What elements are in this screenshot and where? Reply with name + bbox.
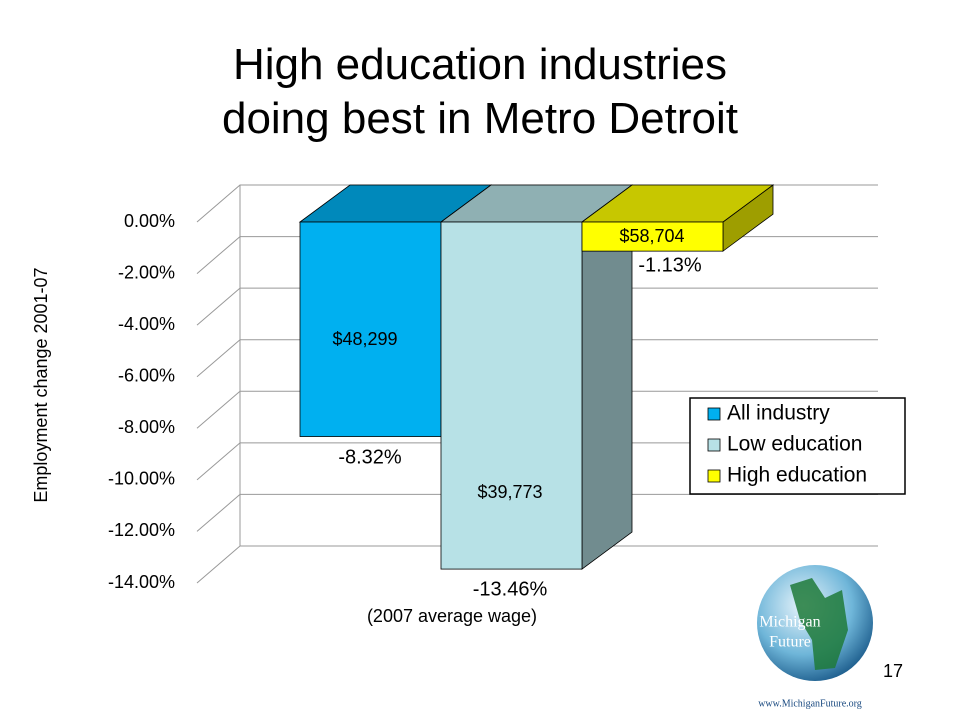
bar <box>581 221 724 252</box>
grid-line <box>196 339 878 378</box>
y-tick-label: 0.00% <box>124 211 175 231</box>
legend-swatch <box>707 438 721 452</box>
grid-line <box>196 493 878 532</box>
logo: Michigan Future www.MichiganFuture.org <box>757 565 873 709</box>
y-tick-label: -12.00% <box>108 520 175 540</box>
y-tick-label: -14.00% <box>108 572 175 592</box>
y-tick-label: -2.00% <box>118 262 175 282</box>
y-tick-label: -6.00% <box>118 365 175 385</box>
value-label: -8.32% <box>338 446 402 468</box>
logo-text: Future <box>769 634 811 651</box>
wage-label: $48,299 <box>332 329 397 349</box>
wage-label: $39,773 <box>477 482 542 502</box>
grid-line <box>196 287 878 326</box>
legend: All industry Low education High education <box>689 397 906 495</box>
logo-map <box>790 578 848 670</box>
bar <box>299 221 442 437</box>
x-axis-label: (2007 average wage) <box>367 606 537 626</box>
legend-swatch <box>707 469 721 483</box>
value-label: -1.13% <box>638 254 702 276</box>
grid-line <box>196 390 878 429</box>
grid-line <box>196 442 878 481</box>
chart-title: High education industries doing best in … <box>221 40 739 143</box>
bar <box>440 221 583 570</box>
value-label: -13.46% <box>473 578 548 600</box>
legend-label: All industry <box>727 402 830 425</box>
legend-label: High education <box>727 464 867 487</box>
legend-box <box>689 397 906 495</box>
wage-label: $58,704 <box>619 226 684 246</box>
y-tick-label: -4.00% <box>118 314 175 334</box>
y-axis-label: Employment change 2001-07 <box>31 267 51 502</box>
grid-line <box>196 545 878 584</box>
logo-url: www.MichiganFuture.org <box>758 698 862 709</box>
y-tick-label: -8.00% <box>118 417 175 437</box>
page-number: 17 <box>883 661 903 681</box>
legend-label: Low education <box>727 433 862 456</box>
y-tick-label: -10.00% <box>108 469 175 489</box>
legend-swatch <box>707 407 721 421</box>
logo-text: Michigan <box>759 614 820 631</box>
